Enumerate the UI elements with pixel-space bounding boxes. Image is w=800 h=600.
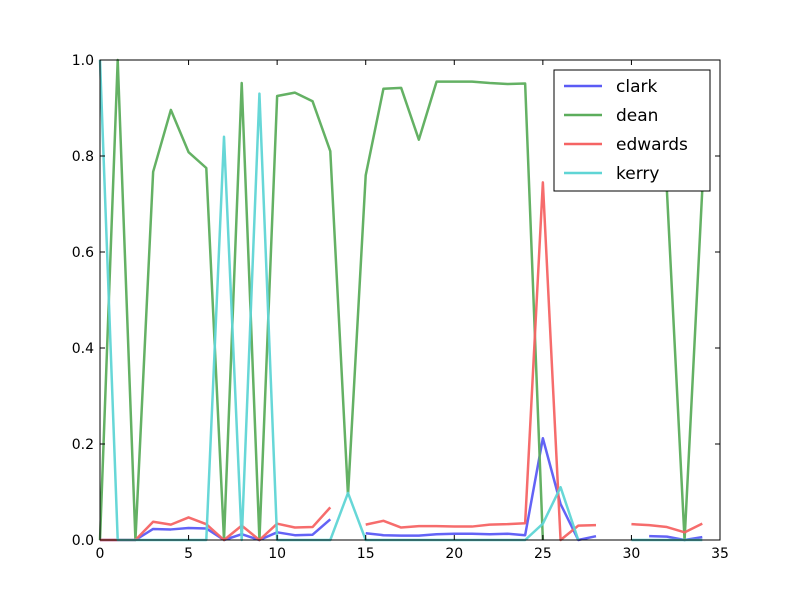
ticks-layer: 0 5 10 15 20 25 30 35 0.0 0.2 0.4 0.6 0.8 1.0 xyxy=(72,53,729,562)
legend: clark dean edwards kerry xyxy=(553,69,711,192)
x-tick-label: 15 xyxy=(357,546,375,562)
legend-label: dean xyxy=(616,106,658,126)
x-tick-label: 5 xyxy=(184,546,193,562)
plot-frame xyxy=(99,59,721,541)
y-tick-label: 0.0 xyxy=(72,533,94,549)
y-tick-label: 0.2 xyxy=(72,437,94,453)
y-tick-label: 0.8 xyxy=(72,149,94,165)
series-line-edwards xyxy=(365,181,597,542)
legend-label: kerry xyxy=(616,164,659,184)
x-tick-label: 20 xyxy=(445,546,463,562)
legend-item-dean: dean xyxy=(564,106,658,126)
legend-item-kerry: kerry xyxy=(564,164,659,184)
x-tick-label: 10 xyxy=(268,546,286,562)
x-tick-label: 35 xyxy=(711,546,729,562)
legend-label: clark xyxy=(616,77,657,97)
legend-item-clark: clark xyxy=(564,77,657,97)
x-tick-label: 30 xyxy=(623,546,641,562)
series-line-edwards xyxy=(631,522,703,534)
y-tick-label: 0.4 xyxy=(72,341,94,357)
legend-label: edwards xyxy=(616,135,688,155)
legend-box xyxy=(553,69,711,192)
series-line-edwards xyxy=(100,506,332,542)
legend-item-edwards: edwards xyxy=(564,135,688,155)
y-tick-label: 1.0 xyxy=(72,53,94,69)
series-line-clark xyxy=(649,534,703,542)
series-line-dean xyxy=(98,58,545,542)
x-tick-label: 0 xyxy=(96,546,105,562)
series-edwards xyxy=(100,181,703,542)
y-tick-label: 0.6 xyxy=(72,245,94,261)
x-tick-label: 25 xyxy=(534,546,552,562)
